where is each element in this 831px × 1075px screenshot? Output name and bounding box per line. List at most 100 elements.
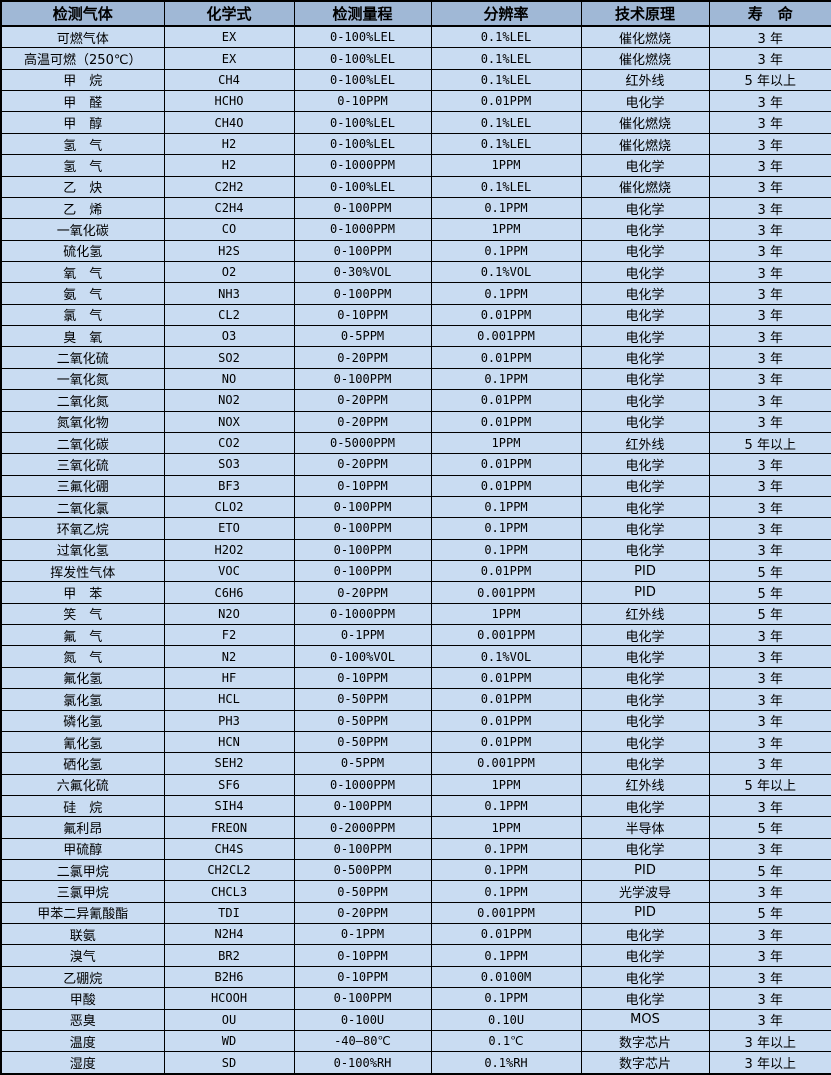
gas-cell: 磷化氢 xyxy=(0,709,165,732)
gas-cell: 氮氧化物 xyxy=(0,410,165,433)
range-cell: 0-500PPM xyxy=(293,859,432,882)
lifespan-cell: 3 年以上 xyxy=(708,1051,831,1075)
formula-cell: C6H6 xyxy=(163,581,295,604)
formula-cell: F2 xyxy=(163,624,295,647)
formula-cell: CHCL3 xyxy=(163,880,295,903)
lifespan-cell: 5 年 xyxy=(708,581,831,604)
formula-cell: NO2 xyxy=(163,389,295,412)
lifespan-cell: 5 年 xyxy=(708,901,831,925)
gas-cell: 三氧化硫 xyxy=(0,453,165,476)
column-header-principle: 技术原理 xyxy=(580,0,710,27)
resolution-cell: 0.1%LEL xyxy=(430,132,582,156)
lifespan-cell: 3 年 xyxy=(708,965,831,989)
resolution-cell: 0.1PPM xyxy=(430,239,582,262)
lifespan-cell: 3 年 xyxy=(708,25,831,49)
table-row: 氮氧化物 NOX 0-20PPM 0.01PPM 电化学 3 年 xyxy=(0,410,831,433)
principle-cell: 电化学 xyxy=(580,666,710,690)
lifespan-cell: 3 年 xyxy=(708,154,831,177)
principle-cell: 电化学 xyxy=(580,688,710,711)
principle-cell: PID xyxy=(580,581,710,604)
range-cell: 0-100%LEL xyxy=(293,47,432,70)
gas-cell: 高温可燃（250℃） xyxy=(0,47,165,70)
formula-cell: TDI xyxy=(163,901,295,925)
table-row: 三氟化硼 BF3 0-10PPM 0.01PPM 电化学 3 年 xyxy=(0,474,831,497)
principle-cell: 电化学 xyxy=(580,944,710,967)
resolution-cell: 0.1PPM xyxy=(430,859,582,882)
range-cell: 0-50PPM xyxy=(293,730,432,754)
table-row: 氟化氢 HF 0-10PPM 0.01PPM 电化学 3 年 xyxy=(0,666,831,690)
lifespan-cell: 3 年 xyxy=(708,538,831,562)
formula-cell: ETO xyxy=(163,517,295,540)
table-row: 硫化氢 H2S 0-100PPM 0.1PPM 电化学 3 年 xyxy=(0,239,831,262)
gas-cell: 甲 烷 xyxy=(0,68,165,92)
lifespan-cell: 3 年 xyxy=(708,218,831,241)
gas-cell: 三氯甲烷 xyxy=(0,880,165,903)
resolution-cell: 0.1%RH xyxy=(430,1051,582,1075)
principle-cell: 电化学 xyxy=(580,239,710,262)
gas-cell: 挥发性气体 xyxy=(0,560,165,583)
range-cell: 0-20PPM xyxy=(293,410,432,433)
formula-cell: O3 xyxy=(163,325,295,348)
range-cell: 0-100PPM xyxy=(293,987,432,1010)
principle-cell: 电化学 xyxy=(580,965,710,989)
range-cell: 0-100%LEL xyxy=(293,25,432,49)
gas-cell: 氟 气 xyxy=(0,624,165,647)
principle-cell: 电化学 xyxy=(580,325,710,348)
gas-cell: 甲 醛 xyxy=(0,90,165,113)
range-cell: 0-100PPM xyxy=(293,367,432,391)
lifespan-cell: 5 年 xyxy=(708,560,831,583)
principle-cell: 半导体 xyxy=(580,816,710,839)
gas-cell: 乙 烯 xyxy=(0,196,165,220)
resolution-cell: 0.1%LEL xyxy=(430,68,582,92)
range-cell: 0-100PPM xyxy=(293,282,432,305)
principle-cell: 电化学 xyxy=(580,517,710,540)
resolution-cell: 0.1PPM xyxy=(430,880,582,903)
lifespan-cell: 3 年 xyxy=(708,752,831,775)
resolution-cell: 0.1%LEL xyxy=(430,47,582,70)
range-cell: 0-100PPM xyxy=(293,538,432,562)
table-row: 环氧乙烷 ETO 0-100PPM 0.1PPM 电化学 3 年 xyxy=(0,517,831,540)
lifespan-cell: 3 年以上 xyxy=(708,1029,831,1053)
resolution-cell: 1PPM xyxy=(430,816,582,839)
principle-cell: 数字芯片 xyxy=(580,1029,710,1053)
lifespan-cell: 3 年 xyxy=(708,645,831,668)
principle-cell: PID xyxy=(580,560,710,583)
formula-cell: SO3 xyxy=(163,453,295,476)
principle-cell: 电化学 xyxy=(580,389,710,412)
table-row: 氰化氢 HCN 0-50PPM 0.01PPM 电化学 3 年 xyxy=(0,730,831,754)
lifespan-cell: 3 年 xyxy=(708,260,831,284)
table-row: 氟利昂 FREON 0-2000PPM 1PPM 半导体 5 年 xyxy=(0,816,831,839)
range-cell: 0-1PPM xyxy=(293,624,432,647)
formula-cell: SD xyxy=(163,1051,295,1075)
range-cell: 0-50PPM xyxy=(293,709,432,732)
resolution-cell: 0.01PPM xyxy=(430,410,582,433)
range-cell: 0-100PPM xyxy=(293,560,432,583)
resolution-cell: 0.1PPM xyxy=(430,517,582,540)
table-row: 甲 醛 HCHO 0-10PPM 0.01PPM 电化学 3 年 xyxy=(0,90,831,113)
header-row: 检测气体 化学式 检测量程 分辨率 技术原理寿 命 xyxy=(0,0,831,27)
gas-cell: 联氨 xyxy=(0,923,165,946)
resolution-cell: 0.001PPM xyxy=(430,325,582,348)
gas-cell: 氨 气 xyxy=(0,282,165,305)
table-row: 一氧化氮 NO 0-100PPM 0.1PPM 电化学 3 年 xyxy=(0,367,831,391)
gas-cell: 三氟化硼 xyxy=(0,474,165,497)
principle-cell: PID xyxy=(580,901,710,925)
principle-cell: 红外线 xyxy=(580,602,710,626)
range-cell: 0-20PPM xyxy=(293,901,432,925)
principle-cell: MOS xyxy=(580,1008,710,1031)
lifespan-cell: 5 年 xyxy=(708,816,831,839)
table-row: 二氧化碳 CO2 0-5000PPM 1PPM 红外线 5 年以上 xyxy=(0,431,831,455)
resolution-cell: 0.1PPM xyxy=(430,538,582,562)
gas-cell: 氧 气 xyxy=(0,260,165,284)
principle-cell: 光学波导 xyxy=(580,880,710,903)
range-cell: 0-100%LEL xyxy=(293,68,432,92)
table-row: 甲 苯 C6H6 0-20PPM 0.001PPM PID 5 年 xyxy=(0,581,831,604)
formula-cell: OU xyxy=(163,1008,295,1031)
column-header-lifespan: 寿 命 xyxy=(708,0,831,27)
range-cell: 0-100%LEL xyxy=(293,111,432,134)
principle-cell: 电化学 xyxy=(580,260,710,284)
gas-cell: 甲酸 xyxy=(0,987,165,1010)
formula-cell: EX xyxy=(163,47,295,70)
range-cell: 0-100%LEL xyxy=(293,132,432,156)
formula-cell: SIH4 xyxy=(163,794,295,818)
